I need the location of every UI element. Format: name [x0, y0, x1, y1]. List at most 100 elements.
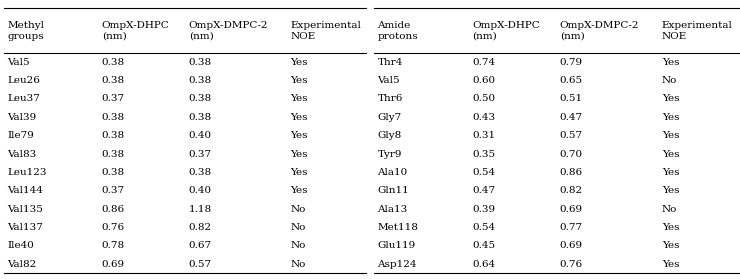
Text: Tyr9: Tyr9	[377, 150, 402, 158]
Text: 0.45: 0.45	[472, 241, 495, 250]
Text: 0.37: 0.37	[101, 94, 125, 104]
Text: Ile40: Ile40	[7, 241, 34, 250]
Text: Gly7: Gly7	[377, 113, 402, 122]
Text: 0.54: 0.54	[472, 168, 495, 177]
Text: Yes: Yes	[662, 260, 679, 269]
Text: Gly8: Gly8	[377, 131, 402, 140]
Text: 0.38: 0.38	[101, 168, 125, 177]
Text: Met118: Met118	[377, 223, 418, 232]
Text: 0.69: 0.69	[560, 205, 583, 214]
Text: Yes: Yes	[662, 94, 679, 104]
Text: Yes: Yes	[290, 150, 308, 158]
Text: Glu119: Glu119	[377, 241, 416, 250]
Text: 0.38: 0.38	[101, 76, 125, 85]
Text: Leu26: Leu26	[7, 76, 40, 85]
Text: 0.38: 0.38	[101, 113, 125, 122]
Text: 0.79: 0.79	[560, 58, 583, 67]
Text: Yes: Yes	[290, 58, 308, 67]
Text: 0.40: 0.40	[189, 186, 212, 195]
Text: 0.47: 0.47	[560, 113, 583, 122]
Text: Yes: Yes	[290, 113, 308, 122]
Text: Ala13: Ala13	[377, 205, 408, 214]
Text: Thr6: Thr6	[377, 94, 403, 104]
Text: Yes: Yes	[662, 150, 679, 158]
Text: Yes: Yes	[290, 76, 308, 85]
Text: Experimental
NOE: Experimental NOE	[290, 21, 361, 41]
Text: OmpX-DMPC-2
(nm): OmpX-DMPC-2 (nm)	[560, 21, 639, 41]
Text: 0.35: 0.35	[472, 150, 495, 158]
Text: 0.77: 0.77	[560, 223, 583, 232]
Text: 0.64: 0.64	[472, 260, 495, 269]
Text: Gln11: Gln11	[377, 186, 409, 195]
Text: 0.31: 0.31	[472, 131, 495, 140]
Text: Yes: Yes	[662, 131, 679, 140]
Text: Yes: Yes	[290, 168, 308, 177]
Text: 0.54: 0.54	[472, 223, 495, 232]
Text: Ala10: Ala10	[377, 168, 408, 177]
Text: No: No	[290, 241, 306, 250]
Text: 0.39: 0.39	[472, 205, 495, 214]
Text: No: No	[662, 76, 677, 85]
Text: Val135: Val135	[7, 205, 43, 214]
Text: Yes: Yes	[662, 58, 679, 67]
Text: 0.65: 0.65	[560, 76, 583, 85]
Text: OmpX-DHPC
(nm): OmpX-DHPC (nm)	[101, 21, 169, 41]
Text: 0.76: 0.76	[560, 260, 583, 269]
Text: 0.69: 0.69	[560, 241, 583, 250]
Text: Thr4: Thr4	[377, 58, 403, 67]
Text: Yes: Yes	[662, 223, 679, 232]
Text: Leu123: Leu123	[7, 168, 47, 177]
Text: No: No	[290, 223, 306, 232]
Text: 0.38: 0.38	[101, 150, 125, 158]
Text: No: No	[662, 205, 677, 214]
Text: 0.76: 0.76	[101, 223, 125, 232]
Text: Asp124: Asp124	[377, 260, 417, 269]
Text: 0.57: 0.57	[189, 260, 212, 269]
Text: 0.74: 0.74	[472, 58, 495, 67]
Text: Yes: Yes	[290, 94, 308, 104]
Text: 0.82: 0.82	[189, 223, 212, 232]
Text: Ile79: Ile79	[7, 131, 34, 140]
Text: No: No	[290, 205, 306, 214]
Text: 0.38: 0.38	[189, 76, 212, 85]
Text: 0.57: 0.57	[560, 131, 583, 140]
Text: 0.51: 0.51	[560, 94, 583, 104]
Text: Leu37: Leu37	[7, 94, 40, 104]
Text: 0.70: 0.70	[560, 150, 583, 158]
Text: 0.86: 0.86	[560, 168, 583, 177]
Text: Val144: Val144	[7, 186, 43, 195]
Text: Experimental
NOE: Experimental NOE	[662, 21, 733, 41]
Text: 0.86: 0.86	[101, 205, 125, 214]
Text: 0.38: 0.38	[189, 113, 212, 122]
Text: 0.60: 0.60	[472, 76, 495, 85]
Text: 0.37: 0.37	[101, 186, 125, 195]
Text: 0.67: 0.67	[189, 241, 212, 250]
Text: Methyl
groups: Methyl groups	[7, 21, 44, 41]
Text: Amide
protons: Amide protons	[377, 21, 418, 41]
Text: 0.50: 0.50	[472, 94, 495, 104]
Text: Yes: Yes	[662, 113, 679, 122]
Text: OmpX-DMPC-2
(nm): OmpX-DMPC-2 (nm)	[189, 21, 268, 41]
Text: 0.38: 0.38	[189, 58, 212, 67]
Text: 0.40: 0.40	[189, 131, 212, 140]
Text: Val39: Val39	[7, 113, 37, 122]
Text: Yes: Yes	[290, 131, 308, 140]
Text: Yes: Yes	[662, 168, 679, 177]
Text: 0.38: 0.38	[101, 58, 125, 67]
Text: Val137: Val137	[7, 223, 43, 232]
Text: 0.47: 0.47	[472, 186, 495, 195]
Text: 0.82: 0.82	[560, 186, 583, 195]
Text: 0.38: 0.38	[189, 168, 212, 177]
Text: Val5: Val5	[377, 76, 400, 85]
Text: Val83: Val83	[7, 150, 37, 158]
Text: 1.18: 1.18	[189, 205, 212, 214]
Text: OmpX-DHPC
(nm): OmpX-DHPC (nm)	[472, 21, 540, 41]
Text: 0.38: 0.38	[101, 131, 125, 140]
Text: 0.78: 0.78	[101, 241, 125, 250]
Text: Val82: Val82	[7, 260, 37, 269]
Text: Yes: Yes	[290, 186, 308, 195]
Text: 0.69: 0.69	[101, 260, 125, 269]
Text: No: No	[290, 260, 306, 269]
Text: Val5: Val5	[7, 58, 30, 67]
Text: Yes: Yes	[662, 241, 679, 250]
